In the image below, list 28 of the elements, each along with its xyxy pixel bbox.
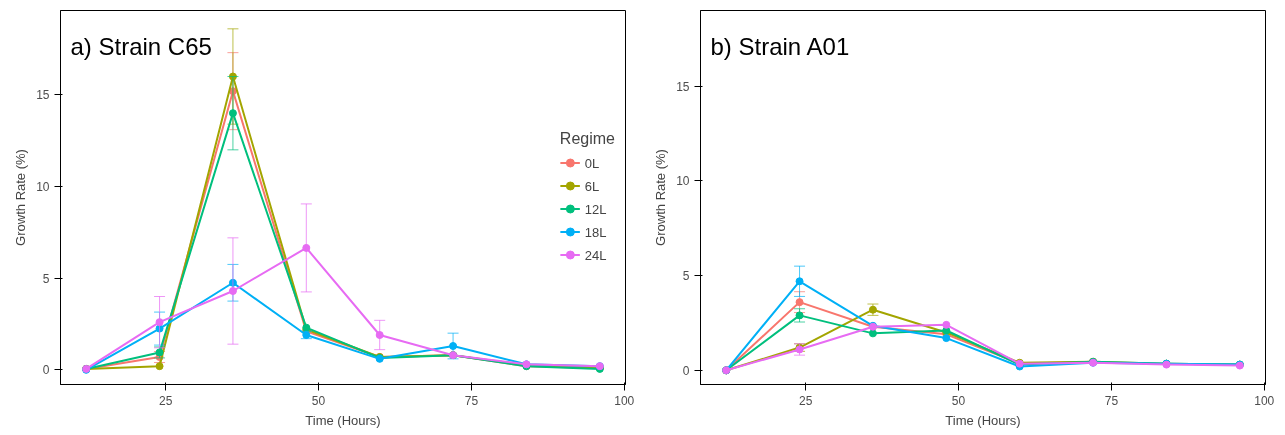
text: b) Strain A01 [710, 32, 850, 60]
legend-label: 0L [584, 155, 601, 170]
y-tick-label: 15 [36, 88, 50, 103]
legend-label: 12L [584, 201, 607, 216]
y-tick-label: 10 [676, 174, 690, 189]
x-tick-label: 50 [311, 393, 326, 408]
y-tick-label: 0 [682, 363, 690, 378]
legend-title: Regime [559, 129, 615, 148]
x-tick-label: 50 [951, 393, 966, 408]
x-tick-label: 25 [159, 393, 173, 408]
x-tick-label: 100 [614, 393, 635, 408]
x-tick-label: 75 [464, 393, 479, 408]
y-axis-title: Growth Rate (%) [13, 149, 29, 246]
x-tick-label: 75 [1104, 393, 1119, 408]
y-tick-label: 0 [42, 363, 50, 378]
y-tick-label: 15 [676, 79, 690, 94]
x-tick-label: 25 [799, 393, 813, 408]
y-tick-label: 10 [36, 180, 50, 194]
x-axis-title: Time (Hours) [305, 412, 381, 428]
legend-label: 6L [584, 178, 601, 193]
x-axis-title: Time (Hours) [945, 412, 1021, 428]
legend-label: 18L [584, 224, 607, 239]
y-tick-label: 5 [682, 269, 690, 284]
text: a) Strain C65 [70, 32, 212, 60]
legend-label: 24L [584, 247, 607, 262]
y-axis-title: Growth Rate (%) [653, 149, 669, 246]
y-tick-label: 5 [42, 271, 50, 286]
x-tick-label: 100 [1254, 393, 1275, 408]
